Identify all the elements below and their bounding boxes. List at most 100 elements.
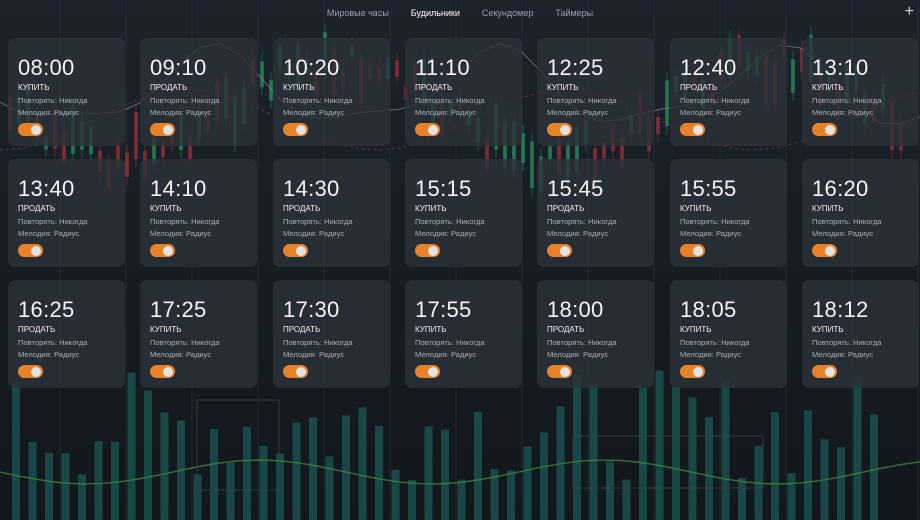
alarm-toggle[interactable]: [18, 244, 43, 257]
alarm-card[interactable]: 13:40 ПРОДАТЬ Повторять: Никогда Мелодия: Р…: [8, 159, 125, 267]
alarm-card[interactable]: 18:00 ПРОДАТЬ Повторять: Никогда Мелодия: Р…: [537, 280, 654, 388]
toggle-knob: [428, 366, 438, 377]
alarm-toggle[interactable]: [547, 244, 572, 257]
alarm-card[interactable]: 16:20 КУПИТЬ Повторять: Никогда Мелодия: Ра…: [802, 159, 919, 267]
tab-alarms[interactable]: Будильники: [410, 8, 460, 18]
alarm-time: 16:25: [18, 297, 75, 322]
toggle-knob: [31, 245, 41, 256]
alarm-card[interactable]: 14:10 КУПИТЬ Повторять: Никогда Мелодия: Ра…: [140, 159, 257, 267]
add-alarm-button[interactable]: +: [904, 3, 914, 20]
alarm-card[interactable]: 15:15 КУПИТЬ Повторять: Никогда Мелодия: Ра…: [405, 159, 522, 267]
alarm-action-label: ПРОДАТЬ: [415, 83, 453, 92]
toggle-knob: [296, 245, 306, 256]
alarm-melody: Мелодия: Радиус: [283, 229, 345, 238]
alarm-melody: Мелодия: Радиус: [415, 108, 477, 117]
alarm-card[interactable]: 12:40 ПРОДАТЬ Повторять: Никогда Мелодия: Р…: [670, 38, 787, 146]
alarm-card[interactable]: 10:20 КУПИТЬ Повторять: Никогда Мелодия: Ра…: [273, 38, 390, 146]
alarm-card[interactable]: 14:30 ПРОДАТЬ Повторять: Никогда Мелодия: Р…: [273, 159, 390, 267]
tab-world-clock[interactable]: Мировые часы: [326, 8, 389, 18]
toggle-knob: [825, 245, 835, 256]
alarm-card[interactable]: 17:30 ПРОДАТЬ Повторять: Никогда Мелодия: Р…: [273, 280, 390, 388]
alarm-card[interactable]: 18:12 КУПИТЬ Повторять: Никогда Мелодия: Ра…: [802, 280, 919, 388]
alarm-melody: Мелодия: Радиус: [812, 108, 874, 117]
alarm-action-label: КУПИТЬ: [680, 325, 712, 334]
alarm-card[interactable]: 15:55 КУПИТЬ Повторять: Никогда Мелодия: Ра…: [670, 159, 787, 267]
tab-timers[interactable]: Таймеры: [555, 8, 594, 18]
alarm-toggle[interactable]: [812, 365, 837, 378]
alarm-card[interactable]: 16:25 ПРОДАТЬ Повторять: Никогда Мелодия: Р…: [8, 280, 125, 388]
alarm-repeat: Повторять: Никогда: [415, 217, 485, 226]
alarm-melody: Мелодия: Радиус: [547, 350, 609, 359]
alarm-card[interactable]: 17:55 КУПИТЬ Повторять: Никогда Мелодия: Ра…: [405, 280, 522, 388]
alarm-melody: Мелодия: Радиус: [680, 108, 742, 117]
alarm-time: 17:30: [283, 297, 340, 322]
alarm-repeat: Повторять: Никогда: [415, 338, 485, 347]
alarm-melody: Мелодия: Радиус: [547, 108, 609, 117]
alarm-toggle[interactable]: [415, 123, 440, 136]
alarm-action-label: КУПИТЬ: [547, 83, 579, 92]
alarm-toggle[interactable]: [283, 123, 308, 136]
alarm-toggle[interactable]: [18, 123, 43, 136]
alarm-card[interactable]: 18:05 КУПИТЬ Повторять: Никогда Мелодия: Ра…: [670, 280, 787, 388]
alarm-time: 18:05: [680, 297, 737, 322]
alarm-toggle[interactable]: [18, 365, 43, 378]
alarm-card[interactable]: 12:25 КУПИТЬ Повторять: Никогда Мелодия: Ра…: [537, 38, 654, 146]
alarm-toggle[interactable]: [812, 244, 837, 257]
alarm-toggle[interactable]: [547, 365, 572, 378]
alarm-time: 09:10: [150, 55, 207, 80]
alarm-time: 10:20: [283, 55, 340, 80]
alarm-toggle[interactable]: [812, 123, 837, 136]
toggle-knob: [428, 124, 438, 135]
alarm-action-label: ПРОДАТЬ: [283, 325, 321, 334]
tab-stopwatch[interactable]: Секундомер: [481, 8, 534, 18]
alarm-melody: Мелодия: Радиус: [150, 229, 212, 238]
alarm-toggle[interactable]: [150, 365, 175, 378]
alarm-time: 15:45: [547, 176, 604, 201]
alarm-repeat: Повторять: Никогда: [812, 217, 882, 226]
alarm-toggle[interactable]: [680, 123, 705, 136]
alarm-repeat: Повторять: Никогда: [680, 338, 750, 347]
alarm-time: 13:10: [812, 55, 869, 80]
alarm-action-label: ПРОДАТЬ: [18, 325, 56, 334]
alarm-time: 17:25: [150, 297, 207, 322]
alarm-repeat: Повторять: Никогда: [283, 338, 353, 347]
alarm-action-label: КУПИТЬ: [150, 204, 182, 213]
alarm-melody: Мелодия: Радиус: [680, 229, 742, 238]
toggle-knob: [31, 366, 41, 377]
alarm-repeat: Повторять: Никогда: [680, 96, 750, 105]
alarm-toggle[interactable]: [283, 244, 308, 257]
toggle-knob: [163, 366, 173, 377]
alarm-toggle[interactable]: [283, 365, 308, 378]
alarm-melody: Мелодия: Радиус: [812, 229, 874, 238]
alarm-card[interactable]: 13:10 КУПИТЬ Повторять: Никогда Мелодия: Ра…: [802, 38, 919, 146]
alarm-card[interactable]: 08:00 КУПИТЬ Повторять: Никогда Мелодия: Ра…: [8, 38, 125, 146]
alarm-repeat: Повторять: Никогда: [150, 217, 220, 226]
toggle-knob: [693, 124, 703, 135]
alarm-time: 18:12: [812, 297, 869, 322]
alarm-toggle[interactable]: [150, 244, 175, 257]
alarm-time: 15:55: [680, 176, 737, 201]
alarm-card[interactable]: 15:45 ПРОДАТЬ Повторять: Никогда Мелодия: Р…: [537, 159, 654, 267]
alarm-toggle[interactable]: [415, 365, 440, 378]
alarm-toggle[interactable]: [415, 244, 440, 257]
alarm-toggle[interactable]: [547, 123, 572, 136]
toggle-knob: [560, 366, 570, 377]
tab-bar: Мировые часы Будильники Секундомер Таймеры: [0, 6, 920, 22]
alarm-card[interactable]: 09:10 ПРОДАТЬ Повторять: Никогда Мелодия: Р…: [140, 38, 257, 146]
alarm-time: 12:25: [547, 55, 604, 80]
alarm-repeat: Повторять: Никогда: [18, 217, 88, 226]
toggle-knob: [428, 245, 438, 256]
alarm-toggle[interactable]: [680, 244, 705, 257]
alarm-action-label: КУПИТЬ: [415, 325, 447, 334]
alarm-card[interactable]: 17:25 КУПИТЬ Повторять: Никогда Мелодия: Ра…: [140, 280, 257, 388]
toggle-knob: [163, 245, 173, 256]
alarm-card[interactable]: 11:10 ПРОДАТЬ Повторять: Никогда Мелодия: Р…: [405, 38, 522, 146]
alarm-action-label: КУПИТЬ: [812, 325, 844, 334]
alarm-melody: Мелодия: Радиус: [415, 350, 477, 359]
alarm-toggle[interactable]: [680, 365, 705, 378]
alarm-toggle[interactable]: [150, 123, 175, 136]
alarm-time: 12:40: [680, 55, 737, 80]
alarm-repeat: Повторять: Никогда: [18, 96, 88, 105]
alarm-melody: Мелодия: Радиус: [18, 229, 80, 238]
toggle-knob: [693, 366, 703, 377]
